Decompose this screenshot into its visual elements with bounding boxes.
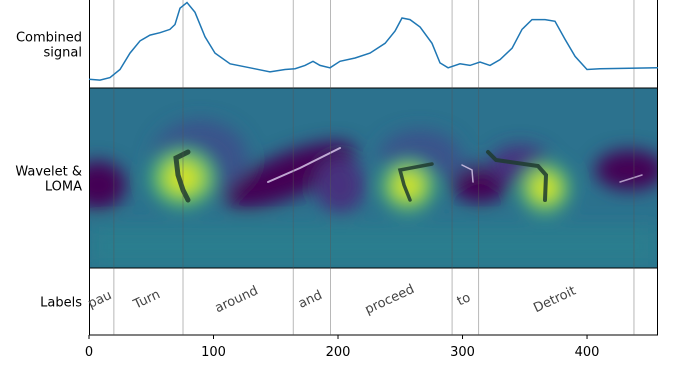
signal-line	[88, 1, 659, 81]
panel-frames	[89, 0, 658, 336]
panel-label: LOMA	[45, 180, 82, 195]
x-tick-label: 400	[575, 345, 600, 360]
word-label: to	[455, 290, 473, 309]
word-label: Turn	[130, 287, 162, 313]
x-tick-label: 300	[450, 345, 475, 360]
x-tick-label: 100	[201, 345, 226, 360]
panel-label: Wavelet &	[15, 165, 82, 180]
panel-label: signal	[44, 46, 82, 61]
loma-lines	[173, 147, 643, 203]
word-label: Detroit	[531, 284, 578, 317]
wavelet-heatmap	[89, 88, 658, 268]
panel-label: Combined	[16, 31, 82, 46]
word-label: around	[213, 283, 261, 316]
word-label: proceed	[363, 282, 417, 318]
x-tick-label: 200	[326, 345, 351, 360]
word-label: and	[296, 288, 325, 312]
x-tick-label: 0	[85, 345, 93, 360]
panel-label: Labels	[40, 296, 82, 311]
